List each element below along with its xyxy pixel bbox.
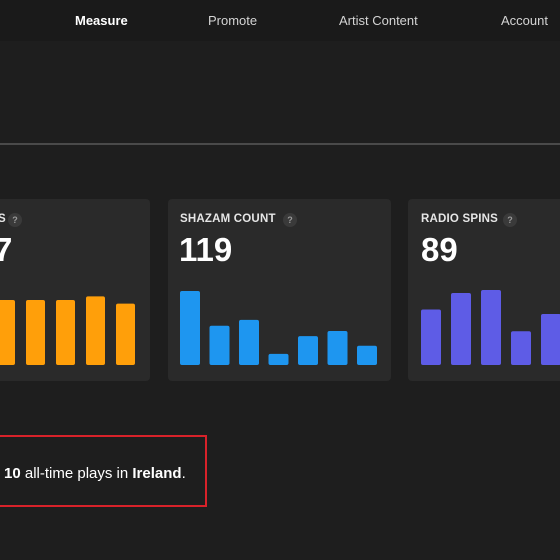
chart-bar — [481, 290, 501, 365]
chart-bar — [298, 336, 318, 365]
callout-count: 10 — [4, 465, 21, 482]
plays-card-value: 7 — [0, 231, 13, 268]
help-icon[interactable]: ? — [8, 213, 22, 227]
chart-bar — [116, 303, 135, 365]
chart-bar — [541, 314, 560, 365]
nav-promote[interactable]: Promote — [208, 13, 258, 28]
chart-bar — [0, 300, 15, 365]
plays-highlight-callout: 10 all-time plays in Ireland. — [0, 435, 207, 507]
chart-bar — [239, 319, 259, 365]
top-navigation: Measure Promote Artist Content Account — [0, 0, 560, 41]
callout-place: Ireland — [132, 465, 182, 482]
nav-account[interactable]: Account — [501, 13, 548, 28]
chart-bar — [421, 309, 441, 365]
chart-bar — [209, 325, 230, 365]
chart-bar — [451, 293, 471, 365]
help-icon[interactable]: ? — [283, 213, 297, 227]
chart-bar — [357, 345, 377, 365]
chart-bar — [86, 296, 105, 365]
radio-spins-bar-chart — [421, 290, 560, 365]
chart-bar — [268, 353, 289, 365]
callout-end: . — [181, 465, 186, 482]
shazam-bar-chart — [180, 291, 377, 365]
chart-bar — [327, 330, 348, 365]
chart-bar — [511, 331, 531, 365]
callout-text: 10 all-time plays in Ireland. — [4, 465, 186, 482]
radio-spins-card[interactable]: RADIO SPINS ? 89 — [408, 199, 560, 381]
section-divider — [0, 143, 560, 145]
radio-spins-value: 89 — [421, 231, 458, 268]
shazam-count-value: 119 — [179, 231, 233, 268]
help-icon[interactable]: ? — [503, 213, 517, 227]
radio-spins-label: RADIO SPINS — [421, 213, 498, 225]
callout-middle: all-time plays in — [20, 465, 133, 482]
plays-card[interactable]: S ? 7 — [0, 199, 150, 381]
shazam-count-label: SHAZAM COUNT — [180, 213, 276, 225]
shazam-count-card[interactable]: SHAZAM COUNT ? 119 — [168, 199, 391, 381]
chart-bar — [56, 300, 75, 365]
plays-bar-chart — [0, 296, 135, 365]
chart-bar — [180, 291, 200, 365]
nav-artist-content[interactable]: Artist Content — [339, 13, 418, 28]
chart-bar — [26, 300, 45, 365]
plays-card-label: S — [0, 213, 6, 225]
nav-measure[interactable]: Measure — [75, 13, 128, 28]
